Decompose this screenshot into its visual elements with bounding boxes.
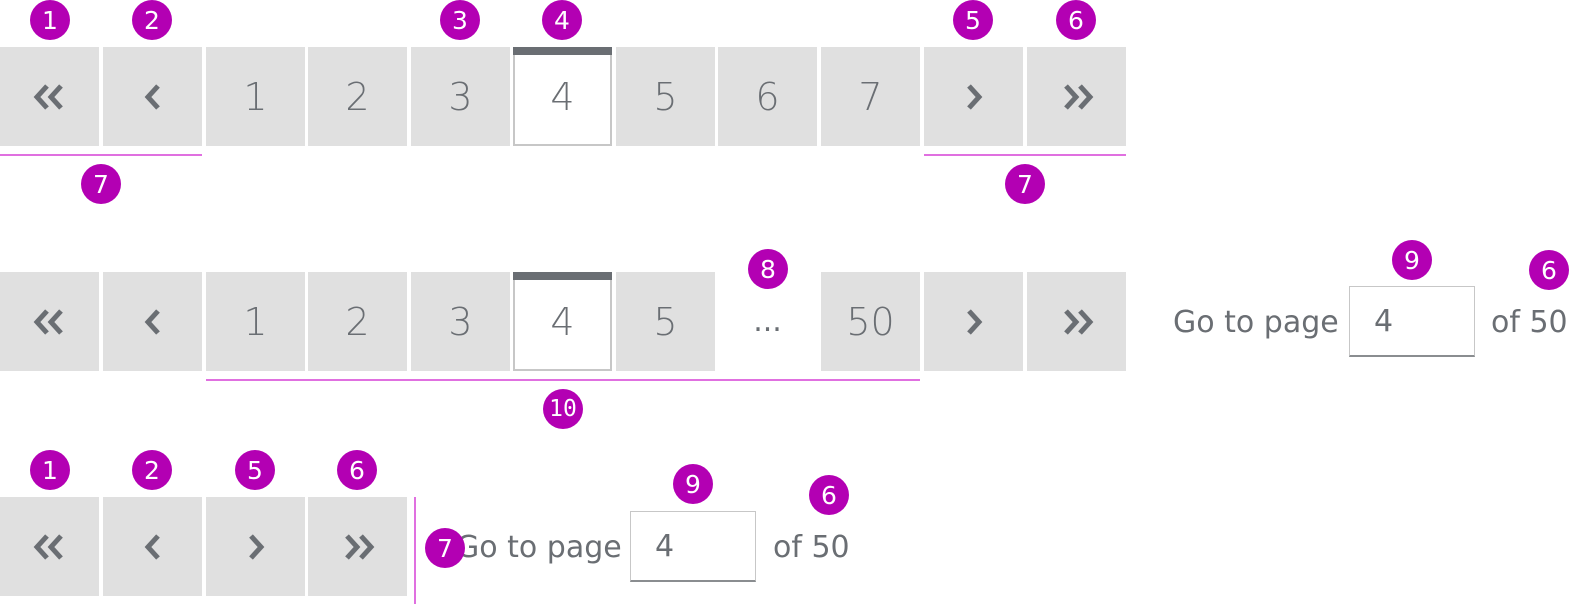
annotation-badge: 5 xyxy=(235,450,275,490)
annotation-badge: 1 xyxy=(30,450,70,490)
annotation-badge: 9 xyxy=(1392,240,1432,280)
annotation-badge: 9 xyxy=(673,464,713,504)
page-button[interactable]: 6 xyxy=(718,47,817,146)
page-count-label: of 50 xyxy=(773,530,850,565)
chevron-left-icon xyxy=(143,308,163,335)
page-button[interactable]: 1 xyxy=(206,47,305,146)
annotation-badge: 3 xyxy=(440,0,480,40)
annotation-badge: 4 xyxy=(542,0,582,40)
current-page-button[interactable]: 4 xyxy=(513,47,612,146)
range-bracket xyxy=(206,379,920,381)
last-page-button[interactable] xyxy=(1027,47,1126,146)
chevron-left-icon xyxy=(143,83,163,110)
annotation-badge: 6 xyxy=(337,450,377,490)
page-button[interactable]: 3 xyxy=(411,272,510,371)
page-button[interactable]: 5 xyxy=(616,272,715,371)
double-chevron-left-icon xyxy=(33,83,67,110)
next-page-button[interactable] xyxy=(206,497,305,596)
first-page-button[interactable] xyxy=(0,47,99,146)
first-page-button[interactable] xyxy=(0,272,99,371)
go-to-page-input[interactable]: 4 xyxy=(630,511,756,582)
previous-page-button[interactable] xyxy=(103,497,202,596)
chevron-right-icon xyxy=(964,308,984,335)
page-button[interactable]: 2 xyxy=(308,47,407,146)
double-chevron-right-icon xyxy=(1060,83,1094,110)
go-to-page-label: Go to page xyxy=(1173,305,1339,340)
annotation-badge: 7 xyxy=(1005,164,1045,204)
annotation-badge: 5 xyxy=(953,0,993,40)
annotation-badge: 2 xyxy=(132,0,172,40)
ellipsis: ... xyxy=(753,304,782,339)
group-bracket xyxy=(924,154,1126,156)
annotation-badge: 10 xyxy=(543,389,583,429)
annotation-badge: 7 xyxy=(425,528,465,568)
page-button[interactable]: 1 xyxy=(206,272,305,371)
double-chevron-left-icon xyxy=(33,533,67,560)
first-page-button[interactable] xyxy=(0,497,99,596)
last-page-button[interactable] xyxy=(308,497,407,596)
last-page-number-button[interactable]: 50 xyxy=(821,272,920,371)
annotation-badge: 7 xyxy=(81,164,121,204)
annotation-badge: 6 xyxy=(1529,250,1569,290)
double-chevron-left-icon xyxy=(33,308,67,335)
double-chevron-right-icon xyxy=(341,533,375,560)
page-button[interactable]: 3 xyxy=(411,47,510,146)
chevron-right-icon xyxy=(964,83,984,110)
next-page-button[interactable] xyxy=(924,272,1023,371)
next-page-button[interactable] xyxy=(924,47,1023,146)
current-page-button[interactable]: 4 xyxy=(513,272,612,371)
page-button[interactable]: 7 xyxy=(821,47,920,146)
page-button[interactable]: 2 xyxy=(308,272,407,371)
last-page-button[interactable] xyxy=(1027,272,1126,371)
chevron-right-icon xyxy=(246,533,266,560)
annotation-badge: 6 xyxy=(809,475,849,515)
go-to-page-input[interactable]: 4 xyxy=(1349,286,1475,357)
go-to-page-label: Go to page xyxy=(456,530,622,565)
page-count-label: of 50 xyxy=(1491,305,1568,340)
annotation-badge: 6 xyxy=(1056,0,1096,40)
annotation-badge: 2 xyxy=(132,450,172,490)
annotation-badge: 1 xyxy=(30,0,70,40)
divider-line xyxy=(414,497,416,604)
double-chevron-right-icon xyxy=(1060,308,1094,335)
previous-page-button[interactable] xyxy=(103,47,202,146)
chevron-left-icon xyxy=(143,533,163,560)
previous-page-button[interactable] xyxy=(103,272,202,371)
group-bracket xyxy=(0,154,202,156)
annotation-badge: 8 xyxy=(748,249,788,289)
page-button[interactable]: 5 xyxy=(616,47,715,146)
